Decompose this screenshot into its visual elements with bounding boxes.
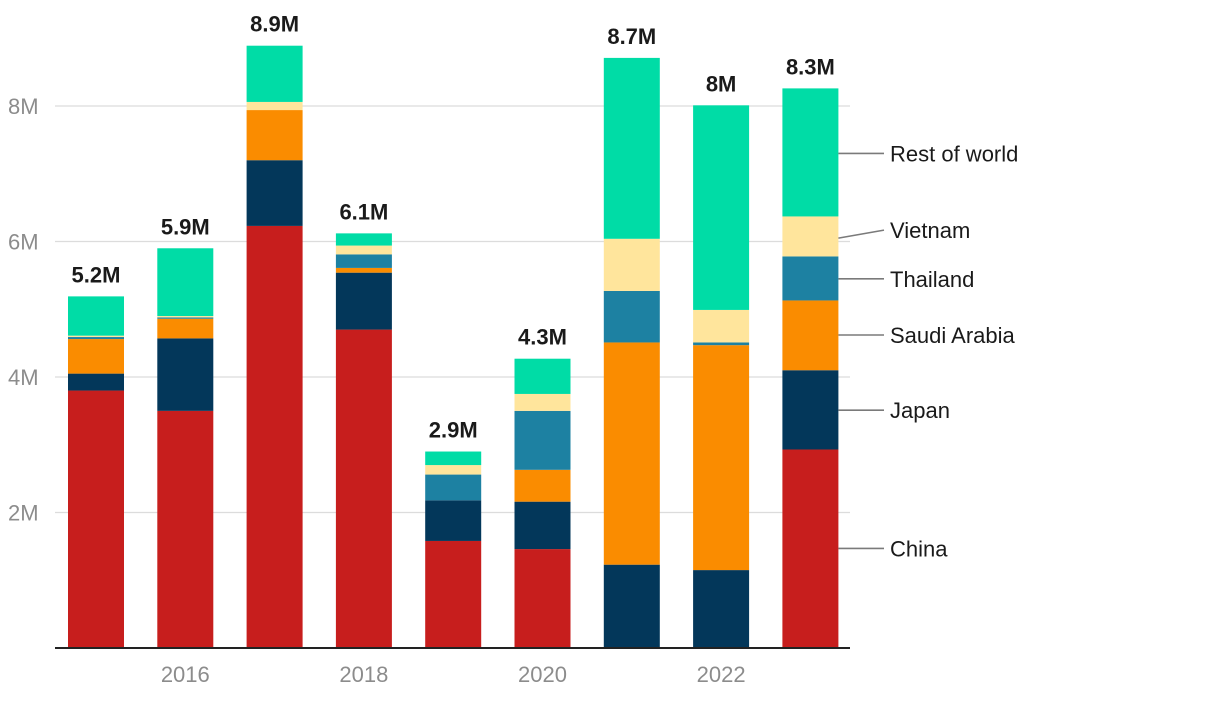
bar-segment: [782, 370, 839, 450]
bar-total-label: 8M: [706, 71, 737, 96]
bar-segment: [157, 317, 214, 319]
legend-label: Rest of world: [890, 141, 1018, 166]
bar-total-label: 8.3M: [786, 54, 835, 79]
legend-label: Japan: [890, 398, 950, 423]
bar-segment: [335, 272, 392, 330]
legend-label: Saudi Arabia: [890, 323, 1016, 348]
bar-segment: [603, 342, 660, 565]
bar-segment: [246, 110, 303, 161]
bar-total-label: 5.9M: [161, 214, 210, 239]
legend-label: Vietnam: [890, 218, 970, 243]
bar-segment: [514, 358, 571, 394]
bar-segment: [514, 469, 571, 502]
bar-segment: [157, 248, 214, 317]
legend-label: China: [890, 536, 948, 561]
bar-segment: [514, 549, 571, 648]
bar-segment: [157, 338, 214, 411]
bar-segment: [68, 373, 124, 391]
x-tick-label: 2022: [697, 662, 746, 687]
bar-segment: [157, 316, 214, 318]
bar-segment: [335, 233, 392, 246]
bar-segment: [425, 500, 482, 541]
bar-segment: [782, 300, 839, 371]
bar-segment: [335, 245, 392, 255]
bar-segment: [425, 451, 482, 466]
bar-segment: [782, 449, 839, 648]
bar-segment: [246, 225, 303, 649]
bar-total-label: 8.7M: [607, 24, 656, 49]
bar-segment: [782, 256, 839, 301]
x-tick-label: 2016: [161, 662, 210, 687]
bar-segment: [603, 57, 660, 239]
bars: [68, 45, 839, 649]
axis-ticks: 2M 4M 6M 8M 2016 2018 2020 2022: [8, 94, 746, 687]
bar-segment: [514, 501, 571, 550]
bar-segment: [246, 160, 303, 226]
bar-segment: [514, 410, 571, 470]
legend-leader-line: [838, 229, 885, 239]
bar-segment: [693, 309, 750, 343]
bar-segment: [157, 410, 214, 648]
bar-segment: [693, 342, 750, 346]
bar-segment: [246, 45, 303, 102]
bar-segment: [782, 88, 839, 217]
y-tick-label: 8M: [8, 94, 39, 119]
bar-segment: [68, 390, 124, 648]
bar-segment: [603, 238, 660, 291]
bar-segment: [425, 540, 482, 648]
bar-total-label: 5.2M: [72, 262, 121, 287]
bar-segment: [335, 267, 392, 273]
bar-segment: [425, 474, 482, 501]
bar-segment: [514, 393, 571, 411]
legend-label: Thailand: [890, 267, 974, 292]
bar-segment: [693, 345, 750, 571]
bar-total-label: 8.9M: [250, 12, 299, 37]
bar-total-label: 6.1M: [339, 199, 388, 224]
bar-segment: [603, 290, 660, 343]
bar-segment: [782, 216, 839, 257]
bar-segment: [68, 296, 124, 336]
bar-segment: [693, 105, 750, 310]
bar-segment: [246, 101, 303, 111]
bar-total-label: 2.9M: [429, 418, 478, 443]
x-tick-label: 2020: [518, 662, 567, 687]
bar-segment: [603, 564, 660, 648]
bar-segment: [68, 339, 124, 374]
bar-segment: [157, 318, 214, 339]
y-tick-label: 6M: [8, 230, 39, 255]
legend: Rest of world Vietnam Thailand Saudi Arabia…: [838, 141, 1018, 561]
total-labels: 5.2M 5.9M 8.9M 6.1M 2.9M 4.3M 8.7M 8M 8.3M: [72, 12, 835, 443]
bar-segment: [68, 335, 124, 338]
bar-segment: [68, 337, 124, 340]
bar-segment: [425, 465, 482, 475]
bar-total-label: 4.3M: [518, 325, 567, 350]
x-tick-label: 2018: [339, 662, 388, 687]
y-tick-label: 4M: [8, 365, 39, 390]
bar-segment: [693, 570, 750, 648]
bar-segment: [335, 329, 392, 648]
bar-segment: [335, 254, 392, 268]
y-tick-label: 2M: [8, 501, 39, 526]
